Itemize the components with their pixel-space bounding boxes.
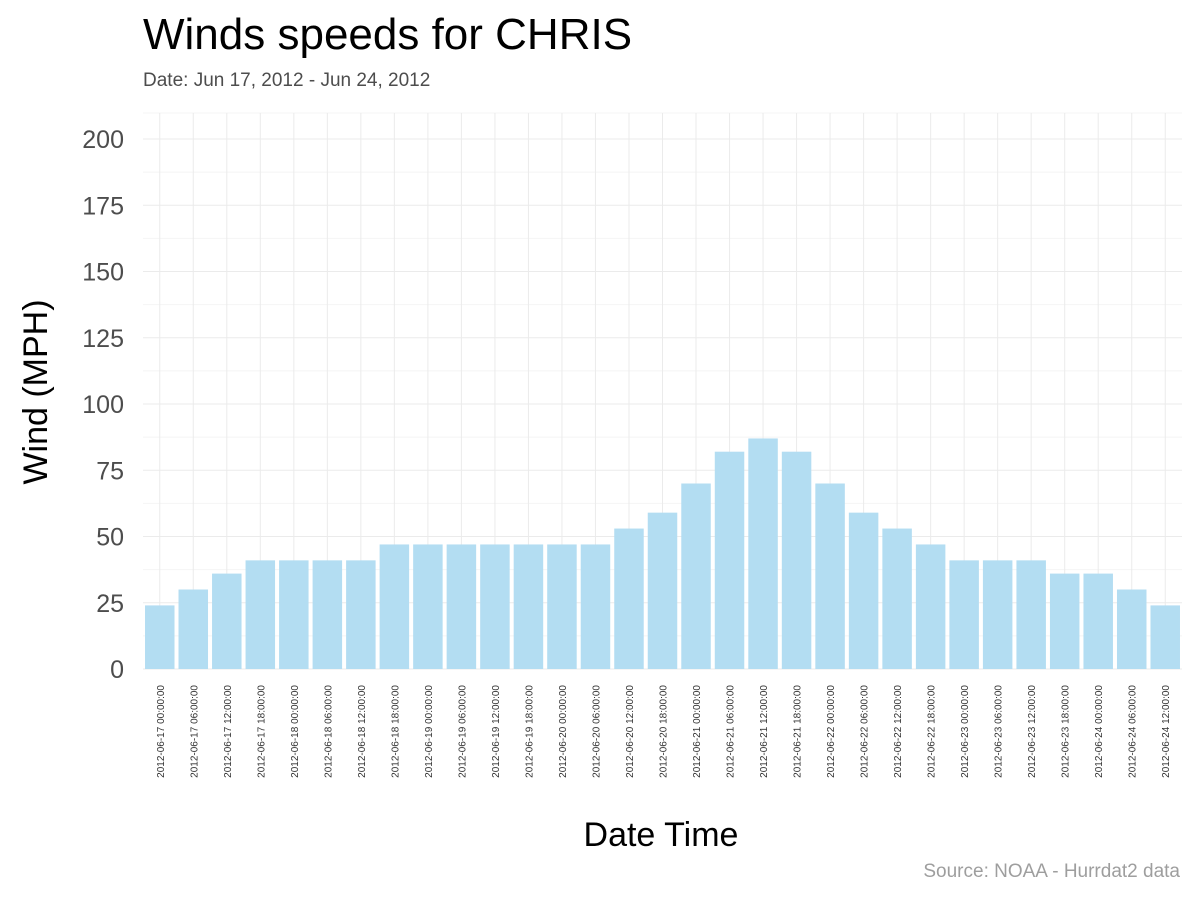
bar <box>580 544 611 669</box>
chart-source: Source: NOAA - Hurrdat2 data <box>923 861 1180 882</box>
bar <box>1016 560 1046 669</box>
y-tick-label: 75 <box>96 457 124 485</box>
bar <box>647 512 678 669</box>
bar <box>480 544 510 669</box>
chart-subtitle: Date: Jun 17, 2012 - Jun 24, 2012 <box>143 70 431 91</box>
bar <box>312 560 343 669</box>
x-tick-label: 2012-06-21 18:00:00 <box>793 685 804 778</box>
x-tick-label: 2012-06-17 18:00:00 <box>256 685 267 778</box>
x-tick-label: 2012-06-23 06:00:00 <box>994 685 1005 778</box>
bars <box>145 438 1180 669</box>
bar <box>446 544 477 669</box>
x-tick-label: 2012-06-19 18:00:00 <box>524 685 535 778</box>
bar <box>1116 589 1147 669</box>
y-tick-label: 175 <box>82 192 124 220</box>
bar <box>212 573 242 669</box>
bar <box>279 560 309 669</box>
y-axis-ticks: 0 25 50 75 100 125 150 175 200 <box>82 126 124 684</box>
bar <box>748 438 778 669</box>
x-tick-label: 2012-06-24 12:00:00 <box>1161 685 1172 778</box>
bar <box>681 483 711 669</box>
x-tick-label: 2012-06-23 12:00:00 <box>1027 685 1038 778</box>
x-tick-label: 2012-06-20 12:00:00 <box>625 685 636 778</box>
bar <box>1049 573 1080 669</box>
bar <box>882 528 912 669</box>
x-tick-label: 2012-06-18 18:00:00 <box>390 685 401 778</box>
y-axis-title: Wind (MPH) <box>17 299 55 484</box>
bar <box>982 560 1013 669</box>
y-tick-label: 25 <box>96 590 124 618</box>
bar <box>815 483 845 669</box>
x-tick-label: 2012-06-24 06:00:00 <box>1128 685 1139 778</box>
x-tick-label: 2012-06-18 12:00:00 <box>357 685 368 778</box>
x-tick-label: 2012-06-17 06:00:00 <box>189 685 200 778</box>
x-tick-label: 2012-06-20 18:00:00 <box>659 685 670 778</box>
x-tick-label: 2012-06-23 00:00:00 <box>960 685 971 778</box>
chart-title: Winds speeds for CHRIS <box>143 10 633 59</box>
x-tick-label: 2012-06-18 06:00:00 <box>323 685 334 778</box>
x-tick-label: 2012-06-24 00:00:00 <box>1094 685 1105 778</box>
bar <box>513 544 544 669</box>
bar <box>1150 605 1180 669</box>
x-tick-label: 2012-06-20 00:00:00 <box>558 685 569 778</box>
x-tick-label: 2012-06-19 12:00:00 <box>491 685 502 778</box>
x-axis-ticks: 2012-06-17 00:00:00 2012-06-17 06:00:00 20… <box>156 685 1172 778</box>
x-tick-label: 2012-06-19 06:00:00 <box>457 685 468 778</box>
x-tick-label: 2012-06-22 18:00:00 <box>927 685 938 778</box>
bar <box>178 589 209 669</box>
bar <box>245 560 276 669</box>
bar <box>614 528 644 669</box>
x-tick-label: 2012-06-21 12:00:00 <box>759 685 770 778</box>
x-tick-label: 2012-06-22 12:00:00 <box>893 685 904 778</box>
bar <box>547 544 577 669</box>
x-tick-label: 2012-06-19 00:00:00 <box>424 685 435 778</box>
bar <box>1083 573 1113 669</box>
x-tick-label: 2012-06-21 06:00:00 <box>726 685 737 778</box>
bar <box>848 512 879 669</box>
bar <box>346 560 376 669</box>
bar <box>781 451 812 669</box>
bar <box>949 560 979 669</box>
x-tick-label: 2012-06-17 12:00:00 <box>223 685 234 778</box>
x-axis-title: Date Time <box>584 816 739 854</box>
y-tick-label: 100 <box>82 391 124 419</box>
bar <box>413 544 443 669</box>
bar <box>379 544 410 669</box>
y-tick-label: 200 <box>82 126 124 154</box>
bar <box>145 605 175 669</box>
x-tick-label: 2012-06-18 00:00:00 <box>290 685 301 778</box>
bar <box>714 451 745 669</box>
y-tick-label: 125 <box>82 325 124 353</box>
x-tick-label: 2012-06-17 00:00:00 <box>156 685 167 778</box>
x-tick-label: 2012-06-21 00:00:00 <box>692 685 703 778</box>
y-tick-label: 50 <box>96 524 124 552</box>
bar <box>915 544 946 669</box>
x-tick-label: 2012-06-22 06:00:00 <box>860 685 871 778</box>
x-tick-label: 2012-06-23 18:00:00 <box>1061 685 1072 778</box>
x-tick-label: 2012-06-22 00:00:00 <box>826 685 837 778</box>
x-tick-label: 2012-06-20 06:00:00 <box>591 685 602 778</box>
y-tick-label: 0 <box>110 656 124 684</box>
y-tick-label: 150 <box>82 259 124 287</box>
